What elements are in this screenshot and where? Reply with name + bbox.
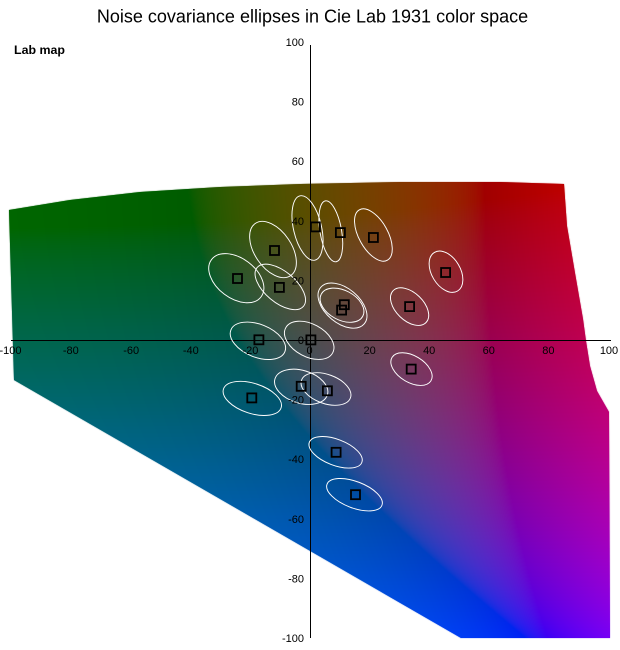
svg-text:-40: -40	[288, 454, 304, 466]
svg-text:60: 60	[483, 345, 495, 357]
svg-text:-20: -20	[242, 345, 258, 357]
svg-text:40: 40	[292, 216, 304, 228]
svg-text:20: 20	[363, 345, 375, 357]
svg-text:-100: -100	[282, 633, 304, 645]
svg-text:100: 100	[286, 37, 304, 49]
svg-text:Noise covariance ellipses in C: Noise covariance ellipses in Cie Lab 193…	[97, 7, 528, 27]
svg-text:100: 100	[600, 345, 618, 357]
svg-text:-60: -60	[288, 514, 304, 526]
svg-text:-100: -100	[0, 345, 22, 357]
svg-text:20: 20	[292, 275, 304, 287]
svg-text:-40: -40	[183, 345, 199, 357]
svg-text:-20: -20	[288, 395, 304, 407]
svg-text:-80: -80	[288, 573, 304, 585]
svg-text:Lab map: Lab map	[14, 43, 65, 57]
svg-text:60: 60	[292, 156, 304, 168]
svg-text:-60: -60	[123, 345, 139, 357]
svg-text:-80: -80	[63, 345, 79, 357]
svg-text:80: 80	[292, 97, 304, 109]
svg-text:80: 80	[542, 345, 554, 357]
svg-text:40: 40	[423, 345, 435, 357]
svg-text:0: 0	[298, 335, 304, 347]
svg-text:0: 0	[307, 345, 313, 357]
